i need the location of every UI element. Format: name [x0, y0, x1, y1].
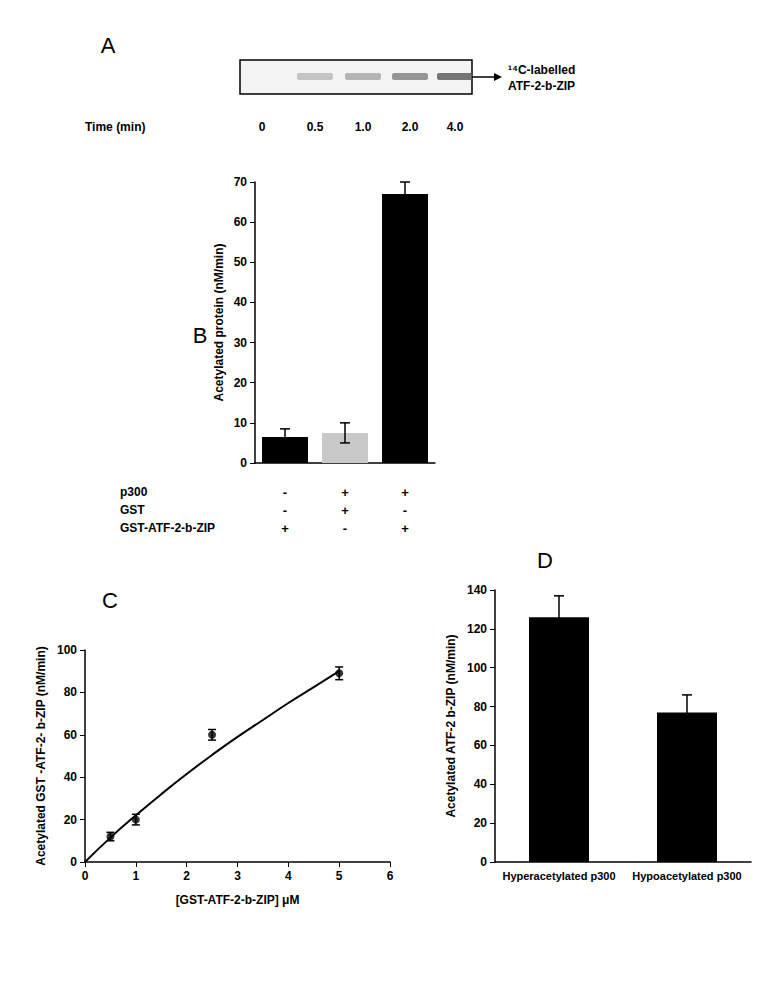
- svg-text:60: 60: [474, 738, 488, 752]
- svg-text:50: 50: [234, 255, 248, 269]
- svg-text:2.0: 2.0: [402, 120, 419, 134]
- svg-text:¹⁴C-labelled: ¹⁴C-labelled: [508, 63, 575, 77]
- svg-text:0: 0: [240, 456, 247, 470]
- svg-text:GST-ATF-2-b-ZIP: GST-ATF-2-b-ZIP: [120, 521, 215, 535]
- svg-text:80: 80: [64, 685, 78, 699]
- svg-text:Hypoacetylated p300: Hypoacetylated p300: [632, 870, 741, 882]
- svg-text:+: +: [341, 503, 349, 518]
- svg-text:A: A: [101, 33, 116, 58]
- svg-text:D: D: [537, 548, 553, 573]
- svg-text:40: 40: [234, 295, 248, 309]
- svg-text:p300: p300: [120, 485, 148, 499]
- svg-text:2: 2: [183, 869, 190, 883]
- svg-text:GST: GST: [120, 503, 145, 517]
- svg-text:-: -: [403, 503, 407, 518]
- svg-text:5: 5: [336, 869, 343, 883]
- svg-text:Acetylated GST -ATF-2- b-ZIP (: Acetylated GST -ATF-2- b-ZIP (nM/min): [34, 646, 48, 866]
- svg-text:140: 140: [467, 583, 487, 597]
- svg-text:[GST-ATF-2-b-ZIP] μM: [GST-ATF-2-b-ZIP] μM: [176, 893, 300, 907]
- svg-text:100: 100: [467, 661, 487, 675]
- svg-text:100: 100: [57, 643, 77, 657]
- svg-text:ATF-2-b-ZIP: ATF-2-b-ZIP: [508, 79, 575, 93]
- svg-text:-: -: [283, 485, 287, 500]
- svg-text:Acetylated ATF-2 b-ZIP (nM/min: Acetylated ATF-2 b-ZIP (nM/min): [444, 634, 458, 817]
- svg-text:+: +: [401, 521, 409, 536]
- svg-text:1: 1: [132, 869, 139, 883]
- svg-text:0: 0: [259, 120, 266, 134]
- svg-text:20: 20: [474, 816, 488, 830]
- svg-text:60: 60: [234, 215, 248, 229]
- svg-text:Hyperacetylated p300: Hyperacetylated p300: [502, 870, 615, 882]
- svg-text:10: 10: [234, 416, 248, 430]
- svg-text:1.0: 1.0: [355, 120, 372, 134]
- svg-text:0: 0: [70, 855, 77, 869]
- svg-text:Time (min): Time (min): [85, 120, 145, 134]
- svg-text:60: 60: [64, 728, 78, 742]
- svg-text:B: B: [193, 323, 208, 348]
- svg-text:70: 70: [234, 175, 248, 189]
- svg-text:-: -: [343, 521, 347, 536]
- svg-text:0.5: 0.5: [307, 120, 324, 134]
- svg-text:4.0: 4.0: [447, 120, 464, 134]
- svg-text:120: 120: [467, 622, 487, 636]
- svg-text:C: C: [102, 588, 118, 613]
- svg-text:20: 20: [64, 813, 78, 827]
- svg-text:30: 30: [234, 336, 248, 350]
- svg-text:80: 80: [474, 700, 488, 714]
- svg-text:40: 40: [474, 777, 488, 791]
- svg-text:4: 4: [285, 869, 292, 883]
- svg-text:Acetylated protein (nM/min): Acetylated protein (nM/min): [212, 243, 226, 401]
- svg-text:0: 0: [480, 855, 487, 869]
- svg-text:+: +: [401, 485, 409, 500]
- svg-text:40: 40: [64, 770, 78, 784]
- svg-text:-: -: [283, 503, 287, 518]
- svg-text:+: +: [281, 521, 289, 536]
- svg-text:0: 0: [82, 869, 89, 883]
- svg-text:+: +: [341, 485, 349, 500]
- svg-text:6: 6: [387, 869, 394, 883]
- svg-text:20: 20: [234, 376, 248, 390]
- svg-text:3: 3: [234, 869, 241, 883]
